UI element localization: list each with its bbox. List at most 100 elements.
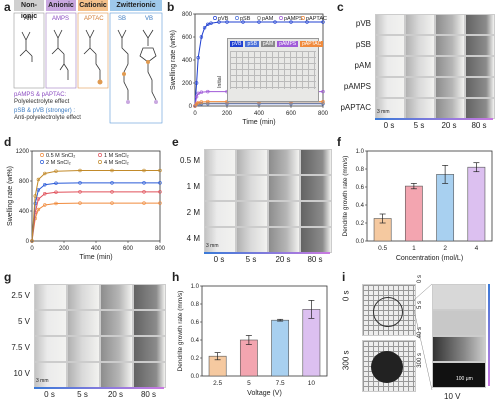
- bar-2: [271, 319, 290, 377]
- panel-label-c: c: [337, 0, 344, 14]
- micrograph-image: [465, 77, 495, 98]
- series-line-1: [31, 191, 160, 242]
- micrograph-image: [34, 310, 67, 336]
- micrograph-image: [133, 336, 166, 362]
- chart-h: 0.0 0.2 0.4 0.6 0.8 1.0 2.5 5 7.5 10 Voltage (V) De…: [177, 284, 328, 397]
- x-tick-label: 400: [91, 246, 102, 252]
- monomer-am-label: AM: [24, 16, 33, 22]
- x-axis-label: Time (min): [242, 119, 275, 126]
- data-point: [196, 55, 200, 60]
- data-point: [43, 183, 47, 187]
- row-label: pAMPS: [343, 81, 371, 91]
- micrograph-image: [236, 175, 268, 201]
- micrograph-image: [375, 35, 405, 56]
- y-tick-label: 600: [182, 35, 193, 41]
- micrograph-image: [204, 175, 236, 201]
- data-point: [43, 203, 47, 207]
- row-label: 5 V: [17, 317, 30, 326]
- data-point: [33, 194, 37, 198]
- micrograph-image: [67, 362, 100, 388]
- panel-label-g: g: [4, 270, 12, 284]
- data-point: [289, 20, 293, 24]
- legend-label: pVB: [218, 16, 229, 22]
- x-tick-label: 2: [443, 245, 447, 252]
- legend-label: 2 M SnCl₂: [46, 160, 71, 166]
- x-axis-label: Time (min): [79, 254, 112, 261]
- data-point: [206, 89, 210, 94]
- micrograph-image: [34, 284, 67, 310]
- row-label: pVB: [355, 18, 371, 28]
- monomer-sb-label: SB: [118, 16, 127, 22]
- micrograph-image: [435, 77, 465, 98]
- legend-marker: [213, 16, 217, 20]
- legend-label: 0.5 M SnCl₂: [46, 153, 75, 159]
- zoom-connector-lines: [413, 283, 433, 391]
- micrograph-image: [435, 35, 465, 56]
- micrograph-image: [465, 14, 495, 35]
- data-point: [43, 171, 47, 176]
- micrograph-image: [67, 310, 100, 336]
- overview-0s-image: [362, 284, 416, 336]
- data-point: [110, 168, 114, 173]
- plot-frame: [366, 150, 493, 242]
- data-point: [43, 192, 47, 196]
- column-label: 0 s: [44, 390, 55, 399]
- micrograph-image: [236, 149, 268, 175]
- inset-tab-pamps: pAMPS: [277, 41, 299, 47]
- x-axis-label: Concentration (mol/L): [396, 255, 463, 262]
- micrograph-image: [375, 77, 405, 98]
- column-label: 5 s: [77, 390, 88, 399]
- data-point: [194, 95, 199, 99]
- data-point: [199, 35, 204, 39]
- micrograph-image: [300, 227, 332, 253]
- micrograph-image: [300, 175, 332, 201]
- x-tick-label: 10: [308, 380, 316, 387]
- x-tick-label: 800: [318, 111, 329, 117]
- row-label: pAM: [354, 60, 371, 70]
- zoom-image-300s: [432, 362, 486, 388]
- plot-frame: [201, 285, 328, 377]
- micrograph-image: [375, 14, 405, 35]
- y-tick-label: 800: [182, 12, 193, 18]
- scale-bar-label: 3 mm: [206, 243, 219, 249]
- panel-label-f: f: [337, 135, 341, 149]
- column-label: 80 s: [307, 255, 323, 264]
- series-line-2: [31, 182, 160, 242]
- electrode-dendrite-300s: [371, 351, 403, 383]
- aptac-structure: [83, 29, 103, 85]
- column-label: 20 s: [275, 255, 291, 264]
- x-axis-label: Voltage (V): [247, 390, 282, 397]
- micrograph-image: [268, 175, 300, 201]
- inset-grid: [230, 51, 316, 89]
- row-label: pAPTAC: [340, 102, 371, 112]
- column-label: 5 s: [245, 255, 257, 264]
- data-point: [30, 239, 34, 243]
- data-point: [36, 188, 41, 192]
- vb-structure: [139, 29, 158, 104]
- legend-label: pAMPS: [284, 16, 303, 22]
- inset-initial-label: Initial: [216, 76, 223, 88]
- y-tick-label: 800: [19, 179, 30, 185]
- x-tick-label: 5: [247, 380, 251, 387]
- bar-1: [239, 339, 258, 377]
- data-point: [194, 81, 199, 85]
- micrograph-image: [300, 201, 332, 227]
- monomer-structures: [13, 12, 163, 124]
- y-tick-label: 1200: [16, 149, 30, 155]
- legend-label: pSB: [240, 16, 251, 22]
- y-tick-label: 0.8: [191, 302, 200, 308]
- x-tick-label: 1: [412, 245, 416, 252]
- bar-3: [302, 309, 321, 377]
- panel-e: e 0.5 M 1 M 2 M 4 M 0 s 5 s 20 s 80 s 3 mm: [170, 135, 335, 270]
- micrograph-image: [465, 56, 495, 77]
- column-label: 80 s: [140, 390, 157, 399]
- data-point: [78, 168, 82, 173]
- category-non-ionic: Non-ionic: [14, 0, 44, 20]
- data-point: [78, 201, 82, 205]
- data-point: [54, 201, 58, 206]
- x-tick-label: 600: [123, 246, 134, 252]
- x-tick-label: 200: [222, 111, 233, 117]
- inset-photo: pVB pSB pAM pAMPS pAPTAC Initial: [217, 38, 324, 102]
- series-line-0: [31, 202, 160, 242]
- y-tick-label: 1.0: [356, 149, 365, 155]
